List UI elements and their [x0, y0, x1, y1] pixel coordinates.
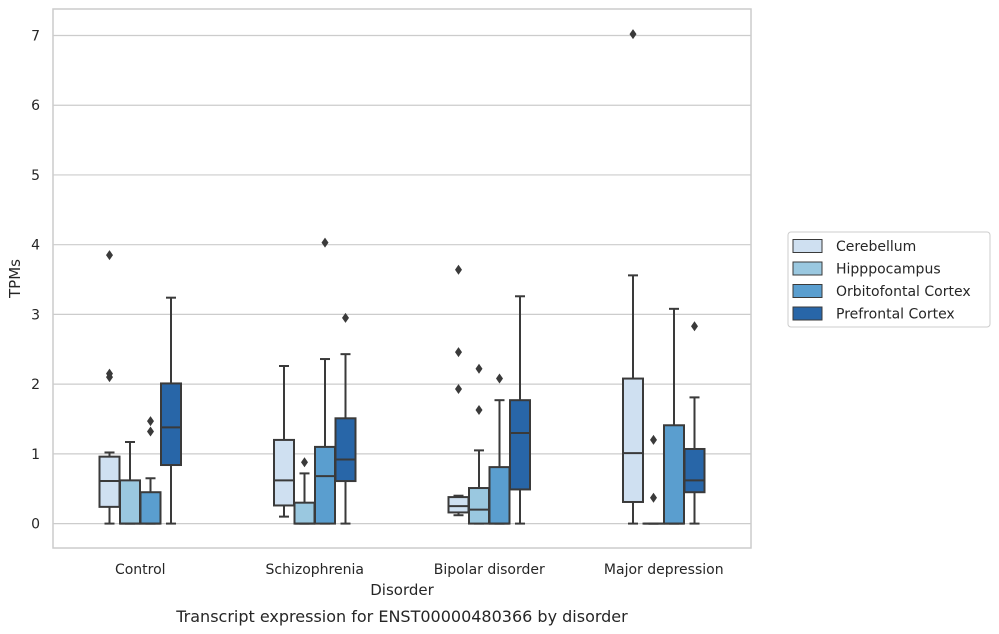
outlier-point	[342, 312, 349, 323]
outlier-point	[455, 384, 462, 395]
box-hipppocampus	[642, 434, 665, 525]
outlier-point	[106, 250, 113, 261]
outlier-point	[455, 347, 462, 358]
box-orbitofontal-cortex	[663, 307, 685, 525]
outlier-point	[321, 237, 329, 248]
box-body	[139, 491, 162, 525]
outlier-point	[147, 426, 154, 437]
box-hipppocampus	[119, 441, 141, 525]
box-body	[334, 417, 357, 483]
outlier-point	[147, 416, 154, 427]
box-orbitofontal-cortex	[139, 416, 162, 525]
legend-label: Cerebellum	[836, 239, 916, 255]
box-body	[468, 487, 490, 525]
x-tick-label: Control	[115, 562, 166, 578]
box-prefrontal-cortex	[160, 296, 182, 525]
legend: Cerebellum Hipppocampus Orbitofontal Corte…	[787, 231, 991, 328]
legend-swatch	[792, 239, 823, 253]
box-prefrontal-cortex	[683, 321, 706, 525]
outlier-point	[475, 404, 483, 415]
legend-label: Hipppocampus	[836, 262, 941, 278]
box-body	[488, 466, 511, 525]
x-tick-label: Schizophrenia	[266, 562, 364, 578]
box-orbitofontal-cortex	[314, 237, 336, 525]
y-axis-label: TPMs	[6, 259, 24, 299]
outlier-point	[691, 321, 698, 332]
legend-swatch	[792, 284, 823, 298]
box-body	[683, 447, 706, 494]
legend-label: Orbitofontal Cortex	[836, 284, 971, 300]
plot-frame	[52, 8, 752, 549]
x-tick-label: Major depression	[604, 562, 724, 578]
legend-label: Prefrontal Cortex	[836, 307, 955, 323]
box-plot-marks	[98, 29, 706, 525]
x-axis-label: Disorder	[370, 581, 434, 599]
box-body	[447, 496, 470, 514]
box-prefrontal-cortex	[334, 312, 357, 525]
legend-swatch	[792, 261, 823, 276]
y-tick-label: 5	[31, 168, 40, 184]
box-body	[273, 438, 295, 507]
legend-frame	[787, 231, 991, 328]
outlier-point	[455, 264, 462, 275]
y-tick-label: 6	[31, 98, 40, 114]
outlier-point	[106, 368, 113, 379]
outlier-point	[496, 373, 503, 384]
y-tick-label: 4	[31, 238, 40, 254]
outlier-point	[629, 29, 637, 40]
y-tick-labels: 0 1 2 3 4 5 6 7	[31, 28, 40, 532]
box-body	[160, 382, 182, 467]
legend-swatch	[792, 306, 823, 321]
chart-caption: Transcript expression for ENST0000048036…	[175, 607, 628, 626]
box-body	[663, 424, 685, 525]
y-tick-label: 7	[31, 28, 40, 44]
box-prefrontal-cortex	[509, 295, 531, 525]
outlier-point	[650, 434, 657, 445]
box-cerebellum	[98, 250, 121, 525]
y-tick-label: 1	[31, 447, 40, 463]
x-tick-labels: Control Schizophrenia Bipolar disorder Majo…	[115, 562, 724, 578]
box-body	[293, 501, 316, 525]
x-tick-label: Bipolar disorder	[434, 562, 545, 578]
y-tick-label: 0	[31, 517, 40, 533]
y-tick-label: 2	[31, 377, 40, 393]
box-body	[314, 445, 336, 525]
y-tick-label: 3	[31, 307, 40, 323]
box-body	[622, 377, 644, 503]
box-cerebellum	[273, 365, 295, 518]
box-body	[119, 479, 141, 525]
box-cerebellum	[447, 264, 470, 517]
box-cerebellum	[622, 29, 644, 525]
outlier-point	[475, 363, 483, 374]
box-body	[509, 399, 531, 491]
box-hipppocampus	[468, 363, 490, 525]
outlier-point	[301, 457, 308, 468]
outlier-point	[650, 492, 657, 503]
box-orbitofontal-cortex	[488, 373, 511, 525]
